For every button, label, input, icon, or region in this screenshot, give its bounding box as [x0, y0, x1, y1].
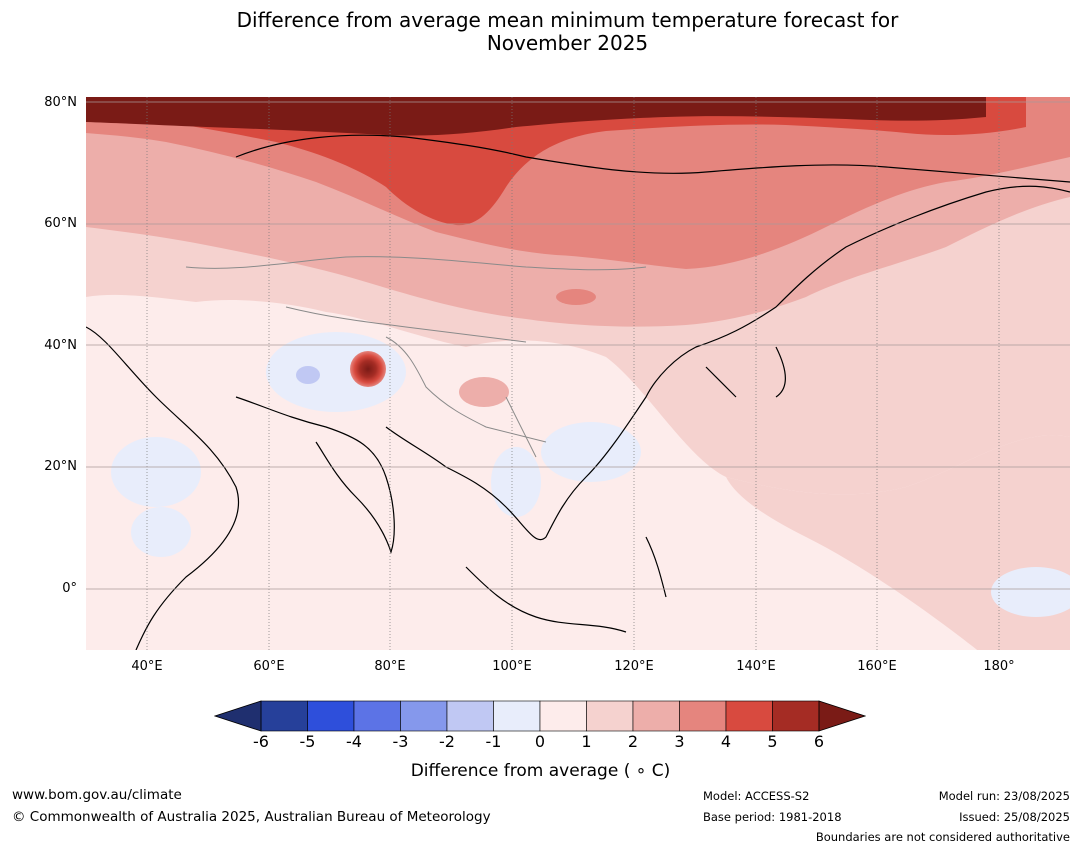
colorbar-tick: 4: [720, 732, 732, 751]
sichuan-warm-patch: [459, 377, 509, 407]
map-title: Difference from average mean minimum tem…: [0, 9, 1081, 55]
base-period-text: Base period: 1981-2018: [703, 810, 842, 824]
graticule: [146, 97, 1000, 650]
colorbar-cell: [446, 700, 494, 732]
colorbar-tick: -4: [346, 732, 362, 751]
tibet-cool-core: [296, 366, 320, 384]
lon-label-180: 180°: [983, 659, 1015, 674]
lat-label-0: 0°: [62, 581, 77, 596]
copyright-text: © Commonwealth of Australia 2025, Austra…: [12, 809, 491, 825]
mongolia-warm-patch: [556, 289, 596, 305]
lon-label-40e: 40°E: [131, 659, 163, 674]
colorbar-tick: -6: [253, 732, 269, 751]
somalia-cool-patch: [131, 507, 191, 557]
colorbar-cell: [400, 700, 448, 732]
title-line-1: Difference from average mean minimum tem…: [236, 8, 899, 32]
pacific-cool-patch: [991, 567, 1070, 617]
colorbar-under-arrow: [214, 700, 262, 732]
lat-label-60n: 60°N: [44, 216, 77, 231]
colorbar-cell: [679, 700, 727, 732]
colorbar-tick: 6: [813, 732, 825, 751]
colorbar-cell: [493, 700, 541, 732]
lat-label-80n: 80°N: [44, 95, 77, 110]
colorbar-cell: [586, 700, 634, 732]
lon-label-160e: 160°E: [857, 659, 897, 674]
lon-label-140e: 140°E: [736, 659, 776, 674]
lon-label-120e: 120°E: [614, 659, 654, 674]
colorbar-tick: 2: [627, 732, 639, 751]
lat-label-20n: 20°N: [44, 459, 77, 474]
coastlines: [86, 134, 1070, 650]
temperature-anomaly-map: [86, 97, 1070, 650]
colorbar-over-arrow: [818, 700, 866, 732]
colorbar-tick: 5: [767, 732, 778, 751]
colorbar-tick: -5: [299, 732, 316, 751]
colorbar-cell: [725, 700, 773, 732]
country-borders: [185, 256, 647, 458]
lon-label-80e: 80°E: [374, 659, 406, 674]
lon-label-60e: 60°E: [253, 659, 285, 674]
model-run-text: Model run: 23/08/2025: [938, 789, 1070, 803]
disclaimer-text: Boundaries are not considered authoritat…: [815, 830, 1070, 844]
colorbar-cell: [353, 700, 401, 732]
issued-text: Issued: 25/08/2025: [959, 810, 1070, 824]
colorbar-tick: 3: [674, 732, 685, 751]
colorbar-cell: [632, 700, 680, 732]
colorbar-label: Difference from average ( ∘ C): [410, 761, 671, 781]
colorbar-tick: -3: [392, 732, 409, 751]
indochina-cool-patch: [491, 447, 541, 517]
lon-label-100e: 100°E: [492, 659, 532, 674]
colorbar-tick: 0: [534, 732, 546, 751]
model-text: Model: ACCESS-S2: [703, 789, 810, 803]
colorbar-tick: 1: [581, 732, 592, 751]
china-cool-patch: [541, 422, 641, 482]
colorbar-cell: [307, 700, 355, 732]
lat-label-40n: 40°N: [44, 338, 77, 353]
website-text: www.bom.gov.au/climate: [12, 787, 182, 803]
latitude-lines: [86, 101, 1070, 590]
anomaly-band-1-2-pacific: [726, 435, 1070, 650]
colorbar-cell: [772, 700, 820, 732]
colorbar-cell: [260, 700, 308, 732]
colorbar-cell: [539, 700, 587, 732]
arabia-cool-patch: [111, 437, 201, 507]
colorbar-tick: -2: [439, 732, 455, 751]
colorbar: [214, 700, 866, 732]
title-line-2: November 2025: [486, 31, 649, 55]
anomaly-band-5-plus: [86, 97, 986, 136]
karakoram-hotspot: [350, 351, 386, 387]
colorbar-tick: -1: [485, 732, 502, 751]
